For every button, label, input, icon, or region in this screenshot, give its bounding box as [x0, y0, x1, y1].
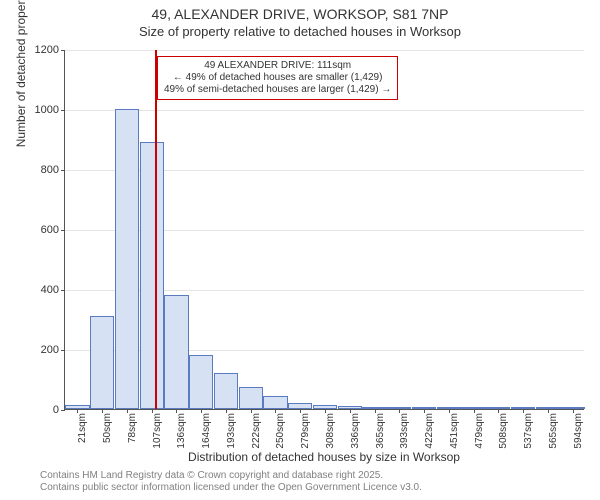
x-axis-label: Distribution of detached houses by size … — [64, 450, 584, 464]
y-tick — [61, 290, 65, 291]
annotation-line3: 49% of semi-detached houses are larger (… — [164, 84, 391, 96]
y-tick — [61, 230, 65, 231]
histogram-bar — [90, 316, 114, 409]
x-tick-label: 50sqm — [102, 413, 113, 443]
x-tick-label: 78sqm — [127, 413, 138, 443]
y-tick — [61, 410, 65, 411]
x-tick-label: 136sqm — [176, 413, 187, 449]
annotation-line1: 49 ALEXANDER DRIVE: 111sqm — [164, 60, 391, 72]
y-tick-label: 1200 — [35, 44, 59, 56]
x-tick-label: 193sqm — [226, 413, 237, 449]
y-axis-label: Number of detached properties — [14, 0, 28, 147]
chart-subtitle: Size of property relative to detached ho… — [0, 24, 600, 39]
x-tick-label: 222sqm — [251, 413, 262, 449]
gridline — [65, 50, 584, 51]
x-tick-label: 508sqm — [498, 413, 509, 449]
marker-line — [155, 50, 157, 409]
histogram-bar — [140, 142, 164, 409]
y-tick-label: 600 — [41, 224, 59, 236]
footer-line1: Contains HM Land Registry data © Crown c… — [40, 470, 580, 482]
y-tick — [61, 350, 65, 351]
x-tick-label: 422sqm — [424, 413, 435, 449]
y-tick — [61, 50, 65, 51]
x-tick-label: 393sqm — [399, 413, 410, 449]
y-tick-label: 800 — [41, 164, 59, 176]
x-tick-label: 451sqm — [449, 413, 460, 449]
x-tick-label: 164sqm — [201, 413, 212, 449]
histogram-bar — [189, 355, 213, 409]
x-tick-label: 565sqm — [548, 413, 559, 449]
x-tick-label: 594sqm — [573, 413, 584, 449]
x-tick-label: 107sqm — [152, 413, 163, 449]
y-tick — [61, 170, 65, 171]
histogram-bar — [214, 373, 238, 409]
x-tick-label: 479sqm — [474, 413, 485, 449]
histogram-bar — [164, 295, 188, 409]
y-tick — [61, 110, 65, 111]
annotation-box: 49 ALEXANDER DRIVE: 111sqm ← 49% of deta… — [157, 56, 398, 100]
x-tick-label: 365sqm — [375, 413, 386, 449]
annotation-line2: ← 49% of detached houses are smaller (1,… — [164, 72, 391, 84]
x-tick-label: 308sqm — [325, 413, 336, 449]
histogram-bar — [263, 396, 287, 410]
y-tick-label: 1000 — [35, 104, 59, 116]
y-tick-label: 0 — [53, 404, 59, 416]
plot-area: 02004006008001000120021sqm50sqm78sqm107s… — [64, 50, 584, 410]
y-tick-label: 200 — [41, 344, 59, 356]
gridline — [65, 110, 584, 111]
footer-line2: Contains public sector information licen… — [40, 482, 580, 494]
x-tick-label: 21sqm — [77, 413, 88, 443]
histogram-bar — [115, 109, 139, 409]
x-tick-label: 336sqm — [350, 413, 361, 449]
chart-title: 49, ALEXANDER DRIVE, WORKSOP, S81 7NP — [0, 6, 600, 22]
chart-container: 49, ALEXANDER DRIVE, WORKSOP, S81 7NP Si… — [0, 0, 600, 500]
x-tick-label: 279sqm — [300, 413, 311, 449]
histogram-bar — [239, 387, 263, 410]
x-tick-label: 250sqm — [275, 413, 286, 449]
y-tick-label: 400 — [41, 284, 59, 296]
x-tick-label: 537sqm — [523, 413, 534, 449]
